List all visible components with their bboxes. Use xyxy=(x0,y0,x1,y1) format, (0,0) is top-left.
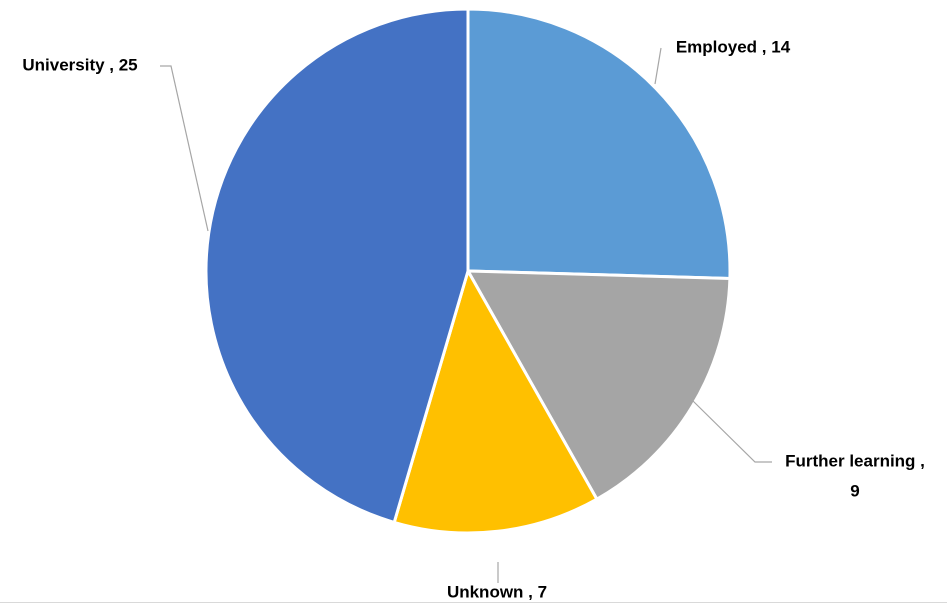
data-label-unknown: Unknown , 7 xyxy=(447,582,547,601)
data-label-further-learning-line-2: 9 xyxy=(850,481,859,500)
bottom-divider xyxy=(0,602,947,603)
leader-lines xyxy=(160,47,772,583)
data-label-further-learning-line-1: Further learning , xyxy=(785,451,925,470)
data-label-university: University , 25 xyxy=(22,55,137,74)
leader-line-employed xyxy=(654,47,662,85)
pie-slice-employed xyxy=(466,7,732,280)
pie-slice-unknown xyxy=(392,269,599,535)
leader-line-university xyxy=(160,65,209,232)
pie-slices xyxy=(204,7,732,535)
data-labels: Employed , 14 Further learning , 9 Unknown … xyxy=(22,37,925,601)
leader-line-further-learning xyxy=(692,400,772,463)
data-label-employed: Employed , 14 xyxy=(676,37,791,56)
pie-slice-further-learning xyxy=(466,269,732,501)
pie-slice-university xyxy=(204,7,470,524)
